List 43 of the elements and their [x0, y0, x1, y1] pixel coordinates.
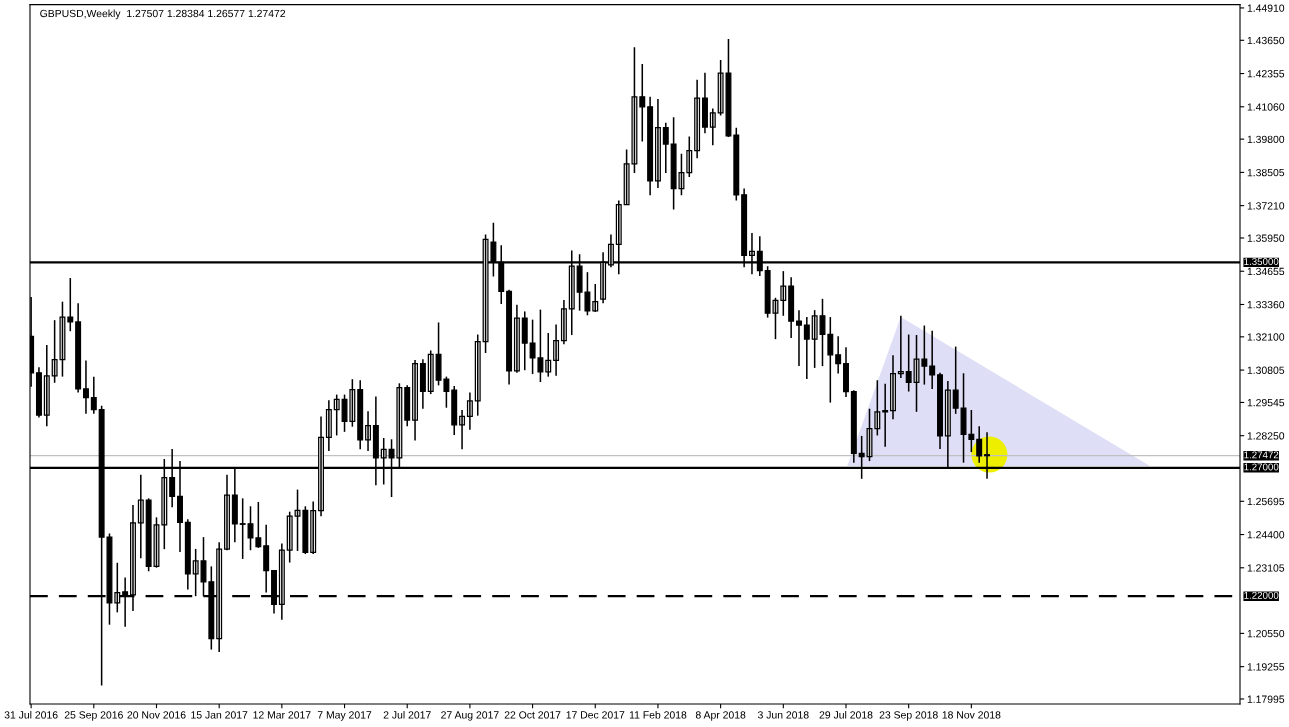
y-tick-label: 1.37210 [1247, 202, 1285, 210]
x-tick-label: 23 Sep 2018 [879, 711, 938, 721]
x-tick-label: 22 Oct 2017 [504, 711, 561, 719]
y-tick-label: 1.43650 [1247, 36, 1285, 45]
y-tick-label: 1.20550 [1247, 629, 1285, 638]
y-tick-label: 1.38505 [1247, 168, 1285, 177]
y-tick-label: 1.23105 [1247, 564, 1285, 572]
x-tick-label: 3 Jun 2018 [757, 711, 809, 719]
y-tick-label: 1.42355 [1247, 70, 1285, 78]
candlestick [239, 497, 246, 560]
x-tick-label: 31 Jul 2016 [4, 710, 58, 719]
y-tick-label: 1.19255 [1247, 663, 1285, 671]
y-tick-label: 1.32100 [1247, 333, 1285, 341]
y-tick-label: 1.39800 [1247, 135, 1285, 144]
y-tick-label: 1.28250 [1247, 432, 1285, 440]
candlestick [67, 277, 74, 332]
y-tick-label: 1.24400 [1247, 531, 1285, 539]
y-tick-label: 1.41060 [1247, 103, 1285, 111]
x-tick-label: 17 Dec 2017 [566, 711, 625, 719]
x-tick-label: 27 Aug 2017 [441, 711, 499, 721]
x-tick-label: 20 Nov 2016 [127, 711, 186, 719]
x-tick-label: 25 Sep 2016 [64, 711, 123, 721]
y-tick-label: 1.17995 [1247, 695, 1285, 703]
y-tick-label: 1.44910 [1247, 4, 1285, 12]
x-tick-label: 18 Nov 2018 [942, 711, 1001, 719]
chart-title: GBPUSD,Weekly 1.27507 1.28384 1.26577 1.27472 [40, 9, 286, 20]
y-tick-label: 1.34655 [1247, 267, 1285, 276]
x-tick-label: 8 Apr 2018 [695, 711, 746, 721]
ref-line-label: 1.35000 [1244, 258, 1279, 265]
ref-line-label: 1.22000 [1244, 591, 1279, 599]
y-tick-label: 1.35950 [1247, 234, 1285, 242]
y-tick-label: 1.29545 [1247, 398, 1285, 407]
x-tick-label: 11 Feb 2018 [629, 710, 687, 719]
x-tick-label: 15 Jan 2017 [191, 711, 248, 719]
y-tick-label: 1.25695 [1247, 497, 1285, 506]
y-tick-label: 1.30805 [1247, 366, 1285, 374]
ref-line-label: 1.27000 [1244, 463, 1279, 471]
x-tick-label: 7 May 2017 [317, 711, 372, 721]
ref-line-label: 1.27472 [1244, 451, 1279, 459]
y-tick-label: 1.33360 [1247, 300, 1285, 309]
x-tick-label: 2 Jul 2017 [383, 710, 431, 719]
x-tick-label: 29 Jul 2018 [819, 710, 873, 719]
x-tick-label: 12 Mar 2017 [253, 711, 311, 719]
